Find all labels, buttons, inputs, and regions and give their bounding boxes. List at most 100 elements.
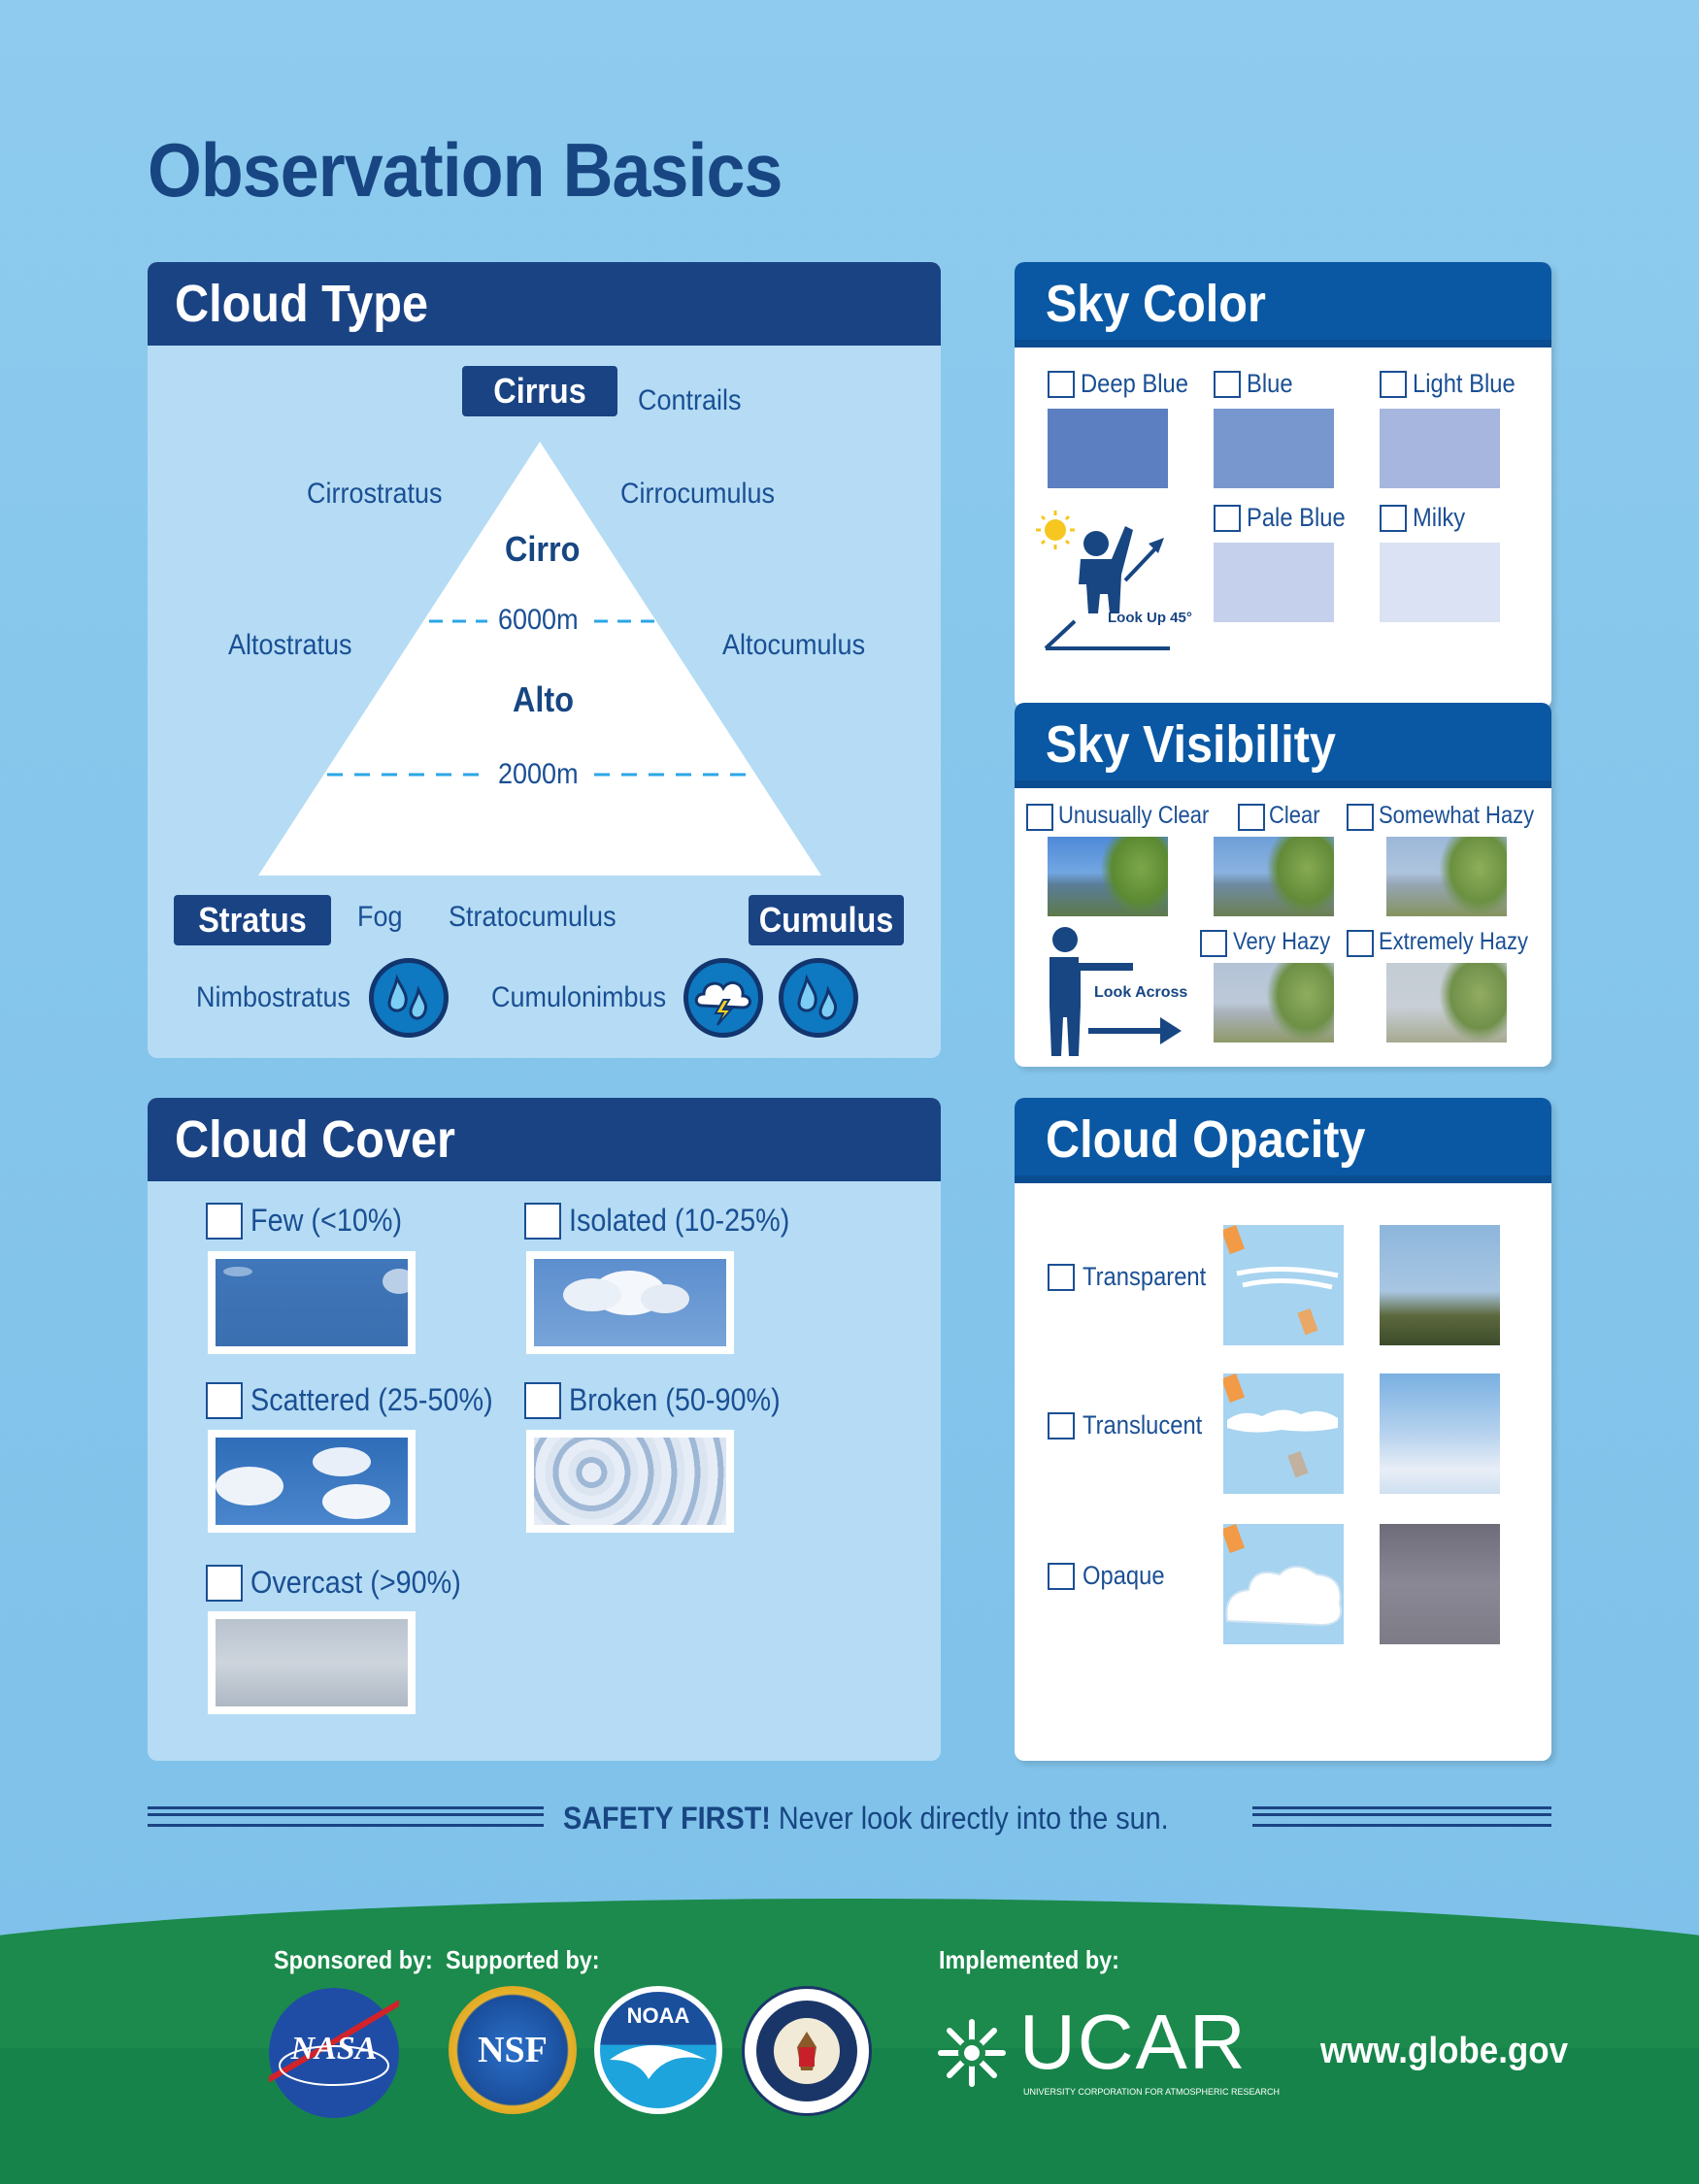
isolated-photo: [526, 1251, 734, 1354]
deep-blue-swatch: [1048, 409, 1168, 488]
deep-blue-checkbox[interactable]: [1048, 371, 1075, 398]
broken-checkbox[interactable]: [524, 1382, 561, 1419]
altocumulus-label: Altocumulus: [722, 629, 866, 661]
safety-message: SAFETY FIRST! Never look directly into t…: [563, 1801, 1169, 1837]
cirrostratus-label: Cirrostratus: [307, 478, 443, 510]
pale-blue-swatch: [1214, 543, 1334, 622]
few-photo: [208, 1251, 416, 1354]
overcast-checkbox[interactable]: [206, 1565, 243, 1602]
clear-photo: [1214, 837, 1334, 916]
implemented-label: Implemented by:: [939, 1945, 1119, 1974]
stratocumulus-label: Stratocumulus: [449, 901, 616, 933]
pale-blue-label: Pale Blue: [1247, 503, 1346, 532]
opaque-diagram: [1223, 1524, 1344, 1644]
look-up-caption: Look Up 45°: [1108, 610, 1192, 626]
sky-visibility-panel: Sky Visibility Unusually Clear Clear Som…: [1015, 703, 1551, 1067]
extremely-hazy-checkbox[interactable]: [1347, 930, 1374, 957]
extremely-hazy-label: Extremely Hazy: [1379, 928, 1529, 955]
thunder-cloud-icon: [683, 958, 763, 1038]
pale-blue-checkbox[interactable]: [1214, 505, 1241, 532]
translucent-label: Translucent: [1083, 1410, 1203, 1439]
supported-label: Supported by:: [446, 1945, 600, 1974]
safety-text: Never look directly into the sun.: [770, 1801, 1169, 1836]
very-hazy-checkbox[interactable]: [1200, 930, 1227, 957]
stratus-tag: Stratus: [174, 895, 331, 945]
cirrus-tag: Cirrus: [462, 366, 617, 416]
level-2000m: 2000m: [498, 758, 579, 790]
globe-website-link[interactable]: www.globe.gov: [1320, 2031, 1569, 2071]
look-up-figure-icon: [1036, 511, 1170, 650]
overcast-photo: [208, 1611, 416, 1714]
transparent-checkbox[interactable]: [1048, 1264, 1075, 1291]
cirrocumulus-label: Cirrocumulus: [620, 478, 776, 510]
look-across-caption: Look Across: [1094, 984, 1188, 1001]
cloud-opacity-panel: Cloud Opacity Transparent Translucent Op…: [1015, 1098, 1551, 1761]
light-blue-swatch: [1380, 409, 1500, 488]
scattered-label: Scattered (25-50%): [250, 1382, 493, 1417]
rain-drops-icon: [779, 958, 858, 1038]
milky-swatch: [1380, 543, 1500, 622]
scattered-checkbox[interactable]: [206, 1382, 243, 1419]
cloud-type-panel: Cloud Type Cirrus Contrails Cirrostratus…: [148, 262, 941, 1058]
fog-label: Fog: [357, 901, 403, 933]
milky-checkbox[interactable]: [1380, 505, 1407, 532]
few-checkbox[interactable]: [206, 1203, 243, 1240]
blue-swatch: [1214, 409, 1334, 488]
deep-blue-label: Deep Blue: [1081, 369, 1188, 398]
clear-label: Clear: [1269, 802, 1320, 829]
milky-label: Milky: [1413, 503, 1466, 532]
translucent-checkbox[interactable]: [1048, 1412, 1075, 1439]
clear-checkbox[interactable]: [1238, 804, 1265, 831]
contrails-label: Contrails: [638, 384, 742, 416]
safety-rule-right: [1252, 1806, 1551, 1827]
somewhat-hazy-photo: [1386, 837, 1507, 916]
nsf-logo[interactable]: NSF: [449, 1986, 577, 2114]
nasa-logo[interactable]: NASA: [269, 1988, 399, 2118]
cumulonimbus-label: Cumulonimbus: [491, 981, 667, 1013]
state-department-seal[interactable]: DEPARTMENT OF STATE · UNITED STATES OF A…: [742, 1986, 872, 2116]
ucar-subtitle: UNIVERSITY CORPORATION FOR ATMOSPHERIC R…: [1023, 2087, 1281, 2097]
cloud-cover-panel: Cloud Cover Few (<10%) Isolated (10-25%)…: [148, 1098, 941, 1761]
blue-checkbox[interactable]: [1214, 371, 1241, 398]
alto-label: Alto: [513, 679, 574, 719]
scattered-photo: [208, 1430, 416, 1533]
safety-bold: SAFETY FIRST!: [563, 1801, 771, 1836]
ucar-star-icon: [938, 2019, 1006, 2087]
cloud-cover-heading: Cloud Cover: [148, 1098, 941, 1181]
level-6000m: 6000m: [498, 604, 579, 636]
opaque-label: Opaque: [1083, 1561, 1165, 1590]
isolated-checkbox[interactable]: [524, 1203, 561, 1240]
page-title: Observation Basics: [148, 127, 783, 213]
transparent-diagram: [1223, 1225, 1344, 1345]
transparent-photo: [1380, 1225, 1500, 1345]
very-hazy-photo: [1214, 963, 1334, 1042]
sky-color-panel: Sky Color Deep Blue Blue Light Blue Pale…: [1015, 262, 1551, 709]
sponsored-label: Sponsored by:: [274, 1945, 433, 1974]
ucar-wordmark[interactable]: UCAR: [1019, 1999, 1248, 2085]
somewhat-hazy-checkbox[interactable]: [1347, 804, 1374, 831]
altostratus-label: Altostratus: [228, 629, 352, 661]
nimbostratus-label: Nimbostratus: [196, 981, 351, 1013]
broken-label: Broken (50-90%): [569, 1382, 781, 1417]
overcast-label: Overcast (>90%): [250, 1565, 461, 1600]
noaa-logo[interactable]: NOAA: [594, 1986, 722, 2114]
few-label: Few (<10%): [250, 1203, 403, 1238]
cloud-type-heading: Cloud Type: [148, 262, 941, 346]
light-blue-checkbox[interactable]: [1380, 371, 1407, 398]
cumulus-tag: Cumulus: [749, 895, 904, 945]
rain-drops-icon: [369, 958, 449, 1038]
blue-label: Blue: [1247, 369, 1293, 398]
isolated-label: Isolated (10-25%): [569, 1203, 790, 1238]
cirro-label: Cirro: [505, 529, 581, 569]
translucent-diagram: [1223, 1373, 1344, 1494]
somewhat-hazy-label: Somewhat Hazy: [1379, 802, 1535, 829]
sky-visibility-heading: Sky Visibility: [1015, 703, 1551, 788]
sky-color-heading: Sky Color: [1015, 262, 1551, 347]
cloud-opacity-heading: Cloud Opacity: [1015, 1098, 1551, 1183]
translucent-photo: [1380, 1373, 1500, 1494]
unusually-clear-checkbox[interactable]: [1026, 804, 1053, 831]
broken-photo: [526, 1430, 734, 1533]
unusually-clear-photo: [1048, 837, 1168, 916]
unusually-clear-label: Unusually Clear: [1058, 802, 1210, 829]
opaque-checkbox[interactable]: [1048, 1563, 1075, 1590]
